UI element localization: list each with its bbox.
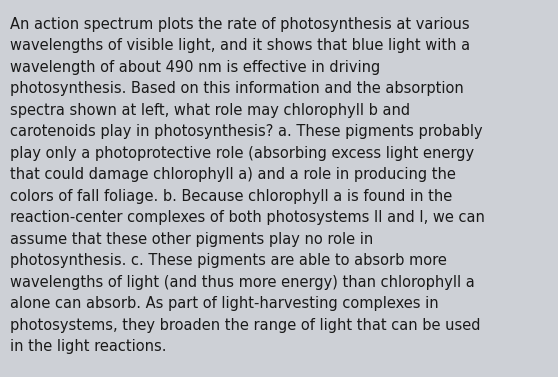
Text: that could damage chlorophyll a) and a role in producing the: that could damage chlorophyll a) and a r… bbox=[10, 167, 456, 182]
Text: wavelengths of light (and thus more energy) than chlorophyll a: wavelengths of light (and thus more ener… bbox=[10, 275, 475, 290]
Text: in the light reactions.: in the light reactions. bbox=[10, 339, 166, 354]
Text: spectra shown at left, what role may chlorophyll b and: spectra shown at left, what role may chl… bbox=[10, 103, 410, 118]
Text: reaction-center complexes of both photosystems II and I, we can: reaction-center complexes of both photos… bbox=[10, 210, 485, 225]
Text: photosystems, they broaden the range of light that can be used: photosystems, they broaden the range of … bbox=[10, 318, 480, 333]
Text: wavelengths of visible light, and it shows that blue light with a: wavelengths of visible light, and it sho… bbox=[10, 38, 470, 54]
Text: photosynthesis. Based on this information and the absorption: photosynthesis. Based on this informatio… bbox=[10, 81, 464, 97]
Text: An action spectrum plots the rate of photosynthesis at various: An action spectrum plots the rate of pho… bbox=[10, 17, 470, 32]
Text: wavelength of about 490 nm is effective in driving: wavelength of about 490 nm is effective … bbox=[10, 60, 381, 75]
Text: carotenoids play in photosynthesis? a. These pigments probably: carotenoids play in photosynthesis? a. T… bbox=[10, 124, 483, 139]
Text: photosynthesis. c. These pigments are able to absorb more: photosynthesis. c. These pigments are ab… bbox=[10, 253, 447, 268]
Text: alone can absorb. As part of light-harvesting complexes in: alone can absorb. As part of light-harve… bbox=[10, 296, 439, 311]
Text: assume that these other pigments play no role in: assume that these other pigments play no… bbox=[10, 232, 373, 247]
Text: colors of fall foliage. b. Because chlorophyll a is found in the: colors of fall foliage. b. Because chlor… bbox=[10, 189, 453, 204]
Text: play only a photoprotective role (absorbing excess light energy: play only a photoprotective role (absorb… bbox=[10, 146, 474, 161]
